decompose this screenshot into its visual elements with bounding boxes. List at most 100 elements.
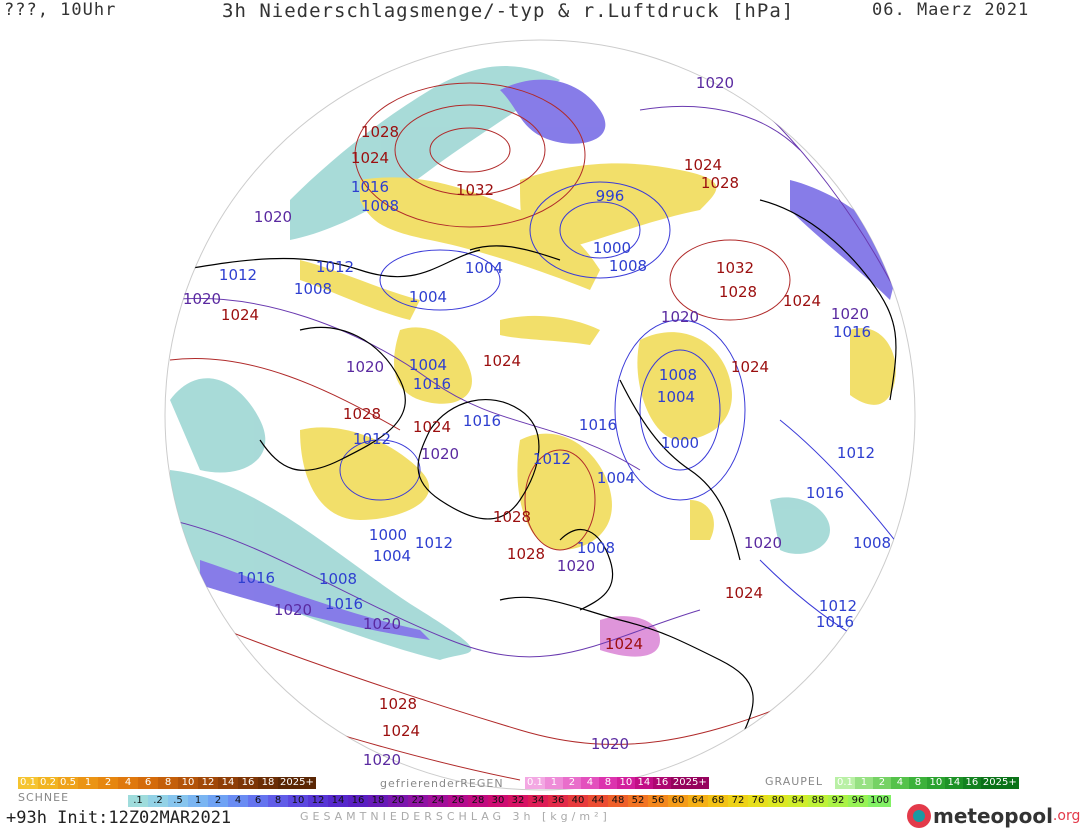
pressure-label: 1024 — [413, 418, 451, 436]
total-precipitation-legend-bar: .1.2.5 1 2 4 6 8 10 12 14 16 18 20 22 24 26 28 30 32 34 36 4… — [128, 795, 892, 807]
model-init-label: +93h Init:12Z02MAR2021 — [6, 808, 232, 828]
total-precipitation-legend-swatch: 56 — [648, 795, 668, 807]
forecast-valid-label: ???, 10Uhr — [4, 0, 117, 20]
total-precipitation-legend-swatch: 48 — [608, 795, 628, 807]
pressure-label: 1024 — [221, 306, 259, 324]
total-precipitation-legend-swatch: 10 — [288, 795, 308, 807]
total-precipitation-legend-swatch: 72 — [728, 795, 748, 807]
pressure-label: 1020 — [744, 534, 782, 552]
pressure-label: 1024 — [483, 352, 521, 370]
total-precipitation-legend-swatch: .5 — [168, 795, 188, 807]
pressure-label: 1028 — [493, 508, 531, 526]
freezing-rain-legend-swatch: 4 — [580, 777, 599, 789]
total-precipitation-legend-swatch: 96 — [848, 795, 868, 807]
pressure-label: 1000 — [593, 239, 631, 257]
snow-legend-swatch: 1 — [78, 777, 98, 789]
coastlines — [179, 199, 897, 741]
logo-tld: .org — [1052, 808, 1080, 824]
total-precipitation-legend-swatch: 68 — [708, 795, 728, 807]
pressure-label: 1004 — [373, 547, 411, 565]
pressure-label: 1020 — [831, 305, 869, 323]
total-precipitation-legend-swatch: 16 — [348, 795, 368, 807]
pressure-label: 1028 — [379, 695, 417, 713]
map-title: 3h Niederschlagsmenge/-typ & r.Luftdruck… — [222, 0, 795, 22]
pressure-label: 1028 — [507, 545, 545, 563]
freezing-rain-legend-swatch: 0.1 — [525, 777, 545, 789]
snow-legend-title: SCHNEE — [18, 791, 70, 804]
freezing-rain-legend-swatch: 2025+ — [670, 777, 709, 789]
pressure-label: 1020 — [421, 445, 459, 463]
pressure-label: 1016 — [351, 178, 389, 196]
freezing-rain-legend-swatch: 16 — [652, 777, 671, 789]
pressure-label: 1008 — [609, 257, 647, 275]
total-precipitation-legend-swatch: 40 — [568, 795, 588, 807]
total-precipitation-legend-swatch: 4 — [228, 795, 248, 807]
pressure-label: 1000 — [369, 526, 407, 544]
pressure-label: 1016 — [463, 412, 501, 430]
freezing-rain-legend-bar: 0.1 1 2 4 8 10 14 16 2025+ — [525, 777, 709, 789]
pressure-label: 1000 — [661, 434, 699, 452]
freezing-rain-legend-swatch: 10 — [616, 777, 635, 789]
pressure-label: 1024 — [725, 584, 763, 602]
freezing-rain-legend-swatch: 8 — [598, 777, 617, 789]
pressure-label: 1024 — [382, 722, 420, 740]
pressure-label: 1020 — [274, 601, 312, 619]
total-precipitation-legend-swatch: 12 — [308, 795, 328, 807]
snow-legend-swatch: 0.5 — [58, 777, 78, 789]
pressure-label: 1016 — [325, 595, 363, 613]
pressure-label: 1016 — [237, 569, 275, 587]
pressure-label: 1004 — [597, 469, 635, 487]
total-precipitation-legend-swatch: 24 — [428, 795, 448, 807]
pressure-label: 1020 — [363, 751, 401, 769]
graupel-legend-swatch: 10 — [926, 777, 945, 789]
snow-legend-swatch: 10 — [178, 777, 198, 789]
meteopool-logo[interactable]: meteopool .org — [905, 802, 1080, 830]
pressure-label: 1008 — [294, 280, 332, 298]
total-precipitation-legend-swatch: .2 — [148, 795, 168, 807]
graupel-legend-swatch: 8 — [908, 777, 927, 789]
freezing-rain-legend-swatch: 2 — [562, 777, 581, 789]
total-precipitation-legend-swatch: 26 — [448, 795, 468, 807]
freezing-rain-legend-title: gefrierenderREGEN — [380, 777, 504, 790]
pressure-label: 1020 — [696, 74, 734, 92]
pressure-label: 1012 — [353, 430, 391, 448]
pressure-label: 1024 — [731, 358, 769, 376]
graupel-legend-bar: 0.1 1 2 4 8 10 14 16 2025+ — [835, 777, 1019, 789]
graupel-legend-swatch: 16 — [962, 777, 981, 789]
freezing-rain-legend-swatch: 1 — [544, 777, 563, 789]
pressure-label: 1012 — [415, 534, 453, 552]
total-precipitation-legend-swatch: 100 — [868, 795, 892, 807]
pressure-label: 1012 — [316, 258, 354, 276]
pressure-label: 1016 — [413, 375, 451, 393]
total-precipitation-legend-swatch: 2 — [208, 795, 228, 807]
total-precipitation-legend-swatch: 18 — [368, 795, 388, 807]
pressure-labels: 1020102810241032101610089961024102810201… — [183, 74, 891, 769]
pressure-label: 1028 — [701, 174, 739, 192]
total-precipitation-legend-swatch: 84 — [788, 795, 808, 807]
snow-legend-bar: 0.1 0.2 0.5 1 2 4 6 8 10 12 14 16 18 2025+ — [18, 777, 316, 789]
total-precipitation-legend-swatch: 34 — [528, 795, 548, 807]
pressure-label: 1016 — [833, 323, 871, 341]
pressure-label: 1020 — [183, 290, 221, 308]
graupel-legend-swatch: 4 — [890, 777, 909, 789]
pressure-label: 1020 — [591, 735, 629, 753]
pressure-label: 1020 — [557, 557, 595, 575]
snow-legend-swatch: 6 — [138, 777, 158, 789]
pressure-label: 1028 — [719, 283, 757, 301]
pressure-label: 1016 — [816, 613, 854, 631]
total-precipitation-legend-swatch: 80 — [768, 795, 788, 807]
pressure-label: 1008 — [659, 366, 697, 384]
pressure-label: 1012 — [533, 450, 571, 468]
logo-name: meteopool — [933, 804, 1053, 828]
pressure-label: 1028 — [361, 123, 399, 141]
pressure-label: 1028 — [343, 405, 381, 423]
forecast-date: 06. Maerz 2021 — [872, 0, 1030, 20]
pressure-label: 1012 — [837, 444, 875, 462]
snow-legend-swatch: 0.1 — [18, 777, 38, 789]
snow-legend-swatch: 16 — [238, 777, 258, 789]
graupel-legend-swatch: 2025+ — [980, 777, 1019, 789]
pressure-label: 1004 — [409, 356, 447, 374]
graupel-legend-swatch: 14 — [944, 777, 963, 789]
total-precipitation-legend-swatch: 52 — [628, 795, 648, 807]
